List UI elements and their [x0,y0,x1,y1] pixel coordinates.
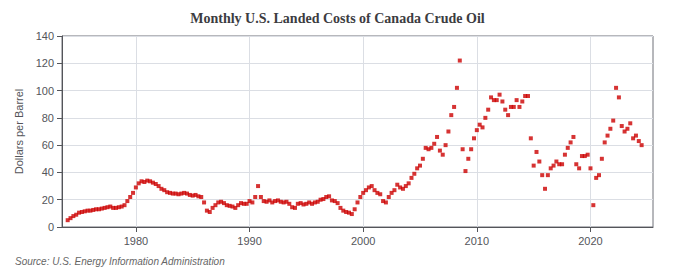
svg-text:2010: 2010 [465,235,489,247]
svg-text:60: 60 [42,139,54,151]
svg-text:Monthly U.S. Landed Costs of C: Monthly U.S. Landed Costs of Canada Crud… [190,11,485,26]
svg-text:0: 0 [48,221,54,233]
svg-text:1990: 1990 [237,235,261,247]
svg-text:1980: 1980 [124,235,148,247]
svg-text:2020: 2020 [578,235,602,247]
svg-text:140: 140 [36,30,54,42]
svg-text:40: 40 [42,166,54,178]
svg-text:20: 20 [42,194,54,206]
svg-text:120: 120 [36,57,54,69]
svg-text:Source: U.S. Energy Informatio: Source: U.S. Energy Information Administ… [15,256,225,267]
svg-text:80: 80 [42,112,54,124]
svg-text:Dollars per Barrel: Dollars per Barrel [13,89,25,175]
svg-text:100: 100 [36,85,54,97]
svg-text:2000: 2000 [351,235,375,247]
